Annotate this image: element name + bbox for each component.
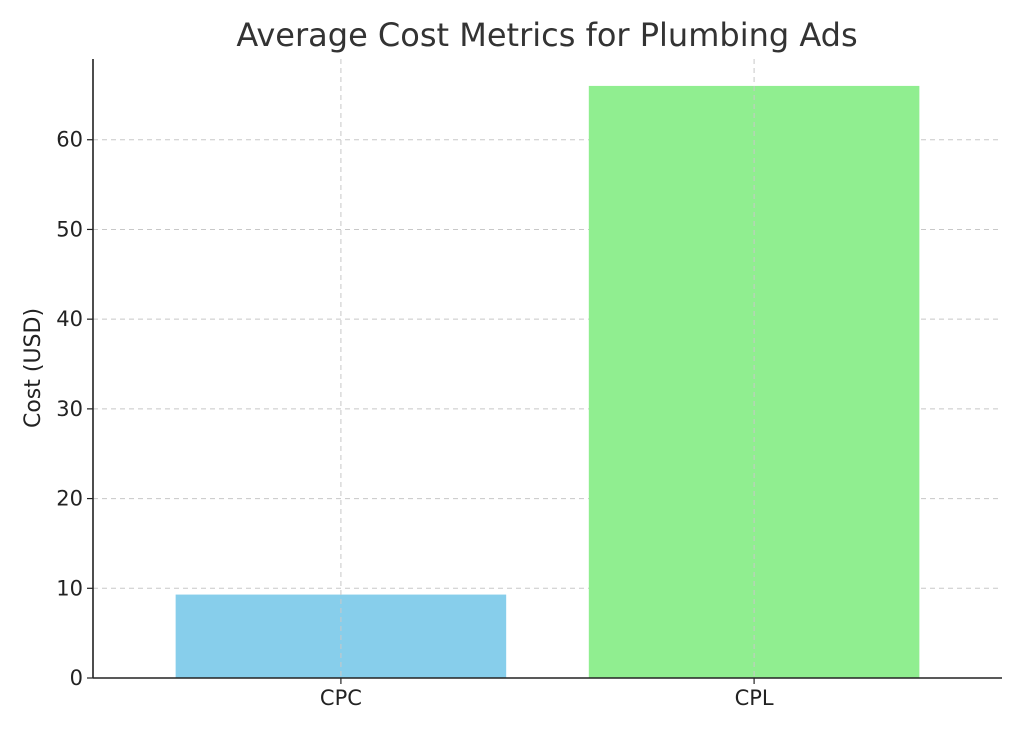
- y-tick-label: 60: [56, 128, 83, 152]
- y-axis-label: Cost (USD): [21, 308, 46, 428]
- bars: [175, 85, 920, 679]
- vertical-grid: [340, 59, 755, 678]
- y-tick-label: 30: [56, 397, 83, 421]
- x-tick-label: CPL: [735, 686, 774, 710]
- tick-labels: 0 10 20 30 40 50 60 CPC CPL: [56, 128, 774, 710]
- axes: [92, 59, 1002, 679]
- y-tick-label: 40: [56, 307, 83, 331]
- chart-title: Average Cost Metrics for Plumbing Ads: [236, 16, 857, 54]
- bar-cpl: [588, 85, 920, 679]
- y-tick-label: 20: [56, 487, 83, 511]
- y-tick-label: 10: [56, 576, 83, 600]
- x-tick-label: CPC: [320, 686, 362, 710]
- y-tick-label: 0: [70, 666, 83, 690]
- y-tick-label: 50: [56, 217, 83, 241]
